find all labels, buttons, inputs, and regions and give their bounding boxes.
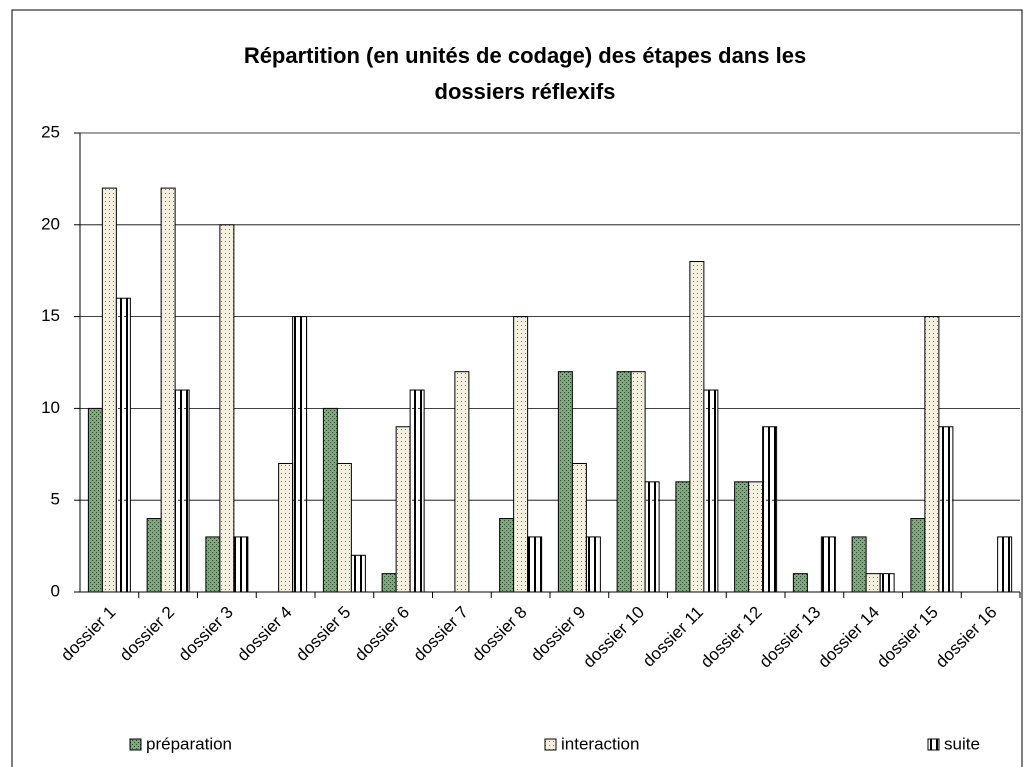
chart-border (11, 9, 1023, 767)
y-tick-label: 20 (41, 214, 60, 233)
y-tick-label: 0 (51, 581, 60, 600)
bar (336, 462, 352, 593)
x-tick-label: dossier 15 (873, 603, 942, 672)
bar (689, 261, 705, 593)
bar (924, 316, 940, 593)
bar (101, 187, 117, 593)
bar (233, 536, 249, 593)
bar (616, 371, 632, 593)
chart-title: Répartition (en unités de codage) des ét… (243, 43, 807, 104)
bar (865, 573, 881, 593)
bar (630, 371, 646, 593)
bar (409, 389, 425, 593)
bar (160, 187, 176, 593)
bar (292, 316, 308, 593)
x-tick-label: dossier 3 (175, 603, 237, 665)
x-tick-label: dossier 1 (57, 603, 119, 665)
bar (395, 426, 411, 593)
legend-swatch (544, 738, 557, 751)
bar (146, 518, 162, 593)
bar (115, 297, 131, 593)
bar (205, 536, 221, 593)
x-tick-label: dossier 9 (527, 603, 589, 665)
bar (910, 518, 926, 593)
x-tick-label: dossier 11 (639, 603, 707, 671)
bar (499, 518, 515, 593)
bar (278, 462, 294, 593)
bar (879, 573, 895, 593)
bar (557, 371, 573, 593)
bar (381, 573, 397, 593)
x-tick-label: dossier 16 (932, 603, 1001, 672)
bar (322, 407, 338, 593)
bar (748, 481, 764, 593)
bar (219, 224, 235, 593)
legend-label: interaction (561, 734, 639, 753)
bar (513, 316, 529, 593)
bar (762, 426, 778, 593)
bar (820, 536, 836, 593)
bar (851, 536, 867, 593)
bar (644, 481, 660, 593)
bar (350, 554, 366, 593)
bar (792, 573, 808, 593)
bar (997, 536, 1013, 593)
bar (174, 389, 190, 593)
bar (454, 371, 470, 593)
y-tick-label: 5 (51, 490, 60, 509)
x-tick-label: dossier 10 (579, 603, 648, 672)
x-tick-label: dossier 7 (410, 603, 472, 665)
y-tick-label: 10 (41, 398, 60, 417)
bar (734, 481, 750, 593)
legend-swatch (129, 738, 142, 751)
legend-label: préparation (146, 734, 232, 753)
bar (703, 389, 719, 593)
x-tick-label: dossier 2 (116, 603, 178, 665)
bar (938, 426, 954, 593)
legend-swatch (927, 738, 940, 751)
x-tick-label: dossier 14 (814, 603, 883, 672)
x-tick-label: dossier 12 (697, 603, 766, 672)
bar (527, 536, 543, 593)
legend-label: suite (944, 734, 980, 753)
bar (87, 407, 103, 593)
x-tick-label: dossier 13 (755, 603, 824, 672)
x-tick-label: dossier 5 (292, 603, 354, 665)
bar (571, 462, 587, 593)
x-tick-label: dossier 6 (351, 603, 413, 665)
x-tick-label: dossier 8 (468, 603, 530, 665)
bar (585, 536, 601, 593)
bar (675, 481, 691, 593)
x-tick-label: dossier 4 (233, 603, 295, 665)
y-tick-label: 15 (41, 306, 60, 325)
y-tick-label: 25 (41, 122, 60, 141)
